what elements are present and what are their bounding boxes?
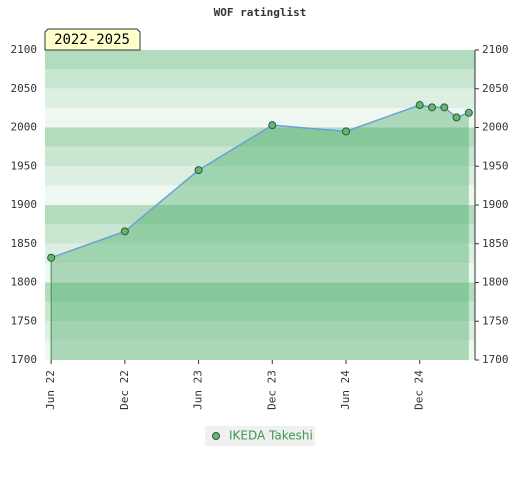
- stripe: [45, 340, 475, 360]
- point: [452, 113, 461, 122]
- stripe: [45, 263, 475, 283]
- y2-tick-label: 2000: [482, 121, 509, 134]
- point: [464, 108, 473, 117]
- annotation: 2022-2025: [54, 32, 130, 48]
- stripe: [45, 321, 475, 341]
- y2-tick-label: 1700: [482, 353, 509, 366]
- plot-background: [45, 50, 475, 360]
- x-tick-label: Jun 22: [44, 370, 57, 410]
- stripe: [45, 205, 475, 225]
- y2-tick-label: 2050: [482, 82, 509, 95]
- legend-label: IKEDA Takeshi: [229, 429, 313, 443]
- stripe: [45, 166, 475, 186]
- point: [194, 166, 203, 175]
- stripe: [45, 69, 475, 89]
- x-tick-label: Dec 22: [118, 370, 131, 410]
- point: [415, 101, 424, 110]
- y-tick-label: 1900: [11, 198, 38, 211]
- y-tick-label: 1850: [11, 237, 38, 250]
- point: [47, 253, 56, 262]
- x-tick-label: Dec 24: [413, 370, 426, 410]
- y-tick-label: 2000: [11, 121, 38, 134]
- stripe: [45, 243, 475, 264]
- y-tick-label: 2100: [11, 43, 38, 56]
- x-tick-label: Jun 24: [339, 370, 352, 410]
- stripe: [45, 185, 475, 205]
- line: [50, 104, 470, 259]
- y2-tick-label: 1850: [482, 237, 509, 250]
- y-tick-label: 1950: [11, 159, 38, 172]
- point: [120, 227, 129, 236]
- y2-tick-label: 1900: [482, 198, 509, 211]
- point: [440, 103, 449, 112]
- x-tick-label: Jun 23: [192, 370, 205, 410]
- stripe: [45, 88, 475, 109]
- y2-tick-label: 1800: [482, 276, 509, 289]
- stripe: [45, 282, 475, 302]
- legend-marker: [212, 432, 220, 440]
- y-tick-label: 1700: [11, 353, 38, 366]
- stripe: [45, 50, 475, 70]
- chart-title: WOF ratinglist: [214, 6, 307, 19]
- y2-tick-label: 1750: [482, 314, 509, 327]
- legend-box: [205, 426, 315, 446]
- stripe: [45, 127, 475, 147]
- annotation-box: [44, 28, 141, 51]
- x-tick-label: Dec 23: [265, 370, 278, 410]
- point: [342, 127, 350, 136]
- stripe: [45, 108, 475, 128]
- point: [268, 121, 277, 130]
- stripe: [45, 301, 475, 322]
- y-tick-label: 1750: [11, 314, 38, 327]
- y-tick-label: 2050: [11, 82, 38, 95]
- y2-tick-label: 2100: [482, 43, 509, 56]
- point: [428, 103, 436, 112]
- area: [51, 105, 469, 361]
- y-tick-label: 1800: [11, 276, 38, 289]
- stripe: [45, 146, 475, 167]
- stripe: [45, 224, 475, 244]
- y2-tick-label: 1950: [482, 159, 509, 172]
